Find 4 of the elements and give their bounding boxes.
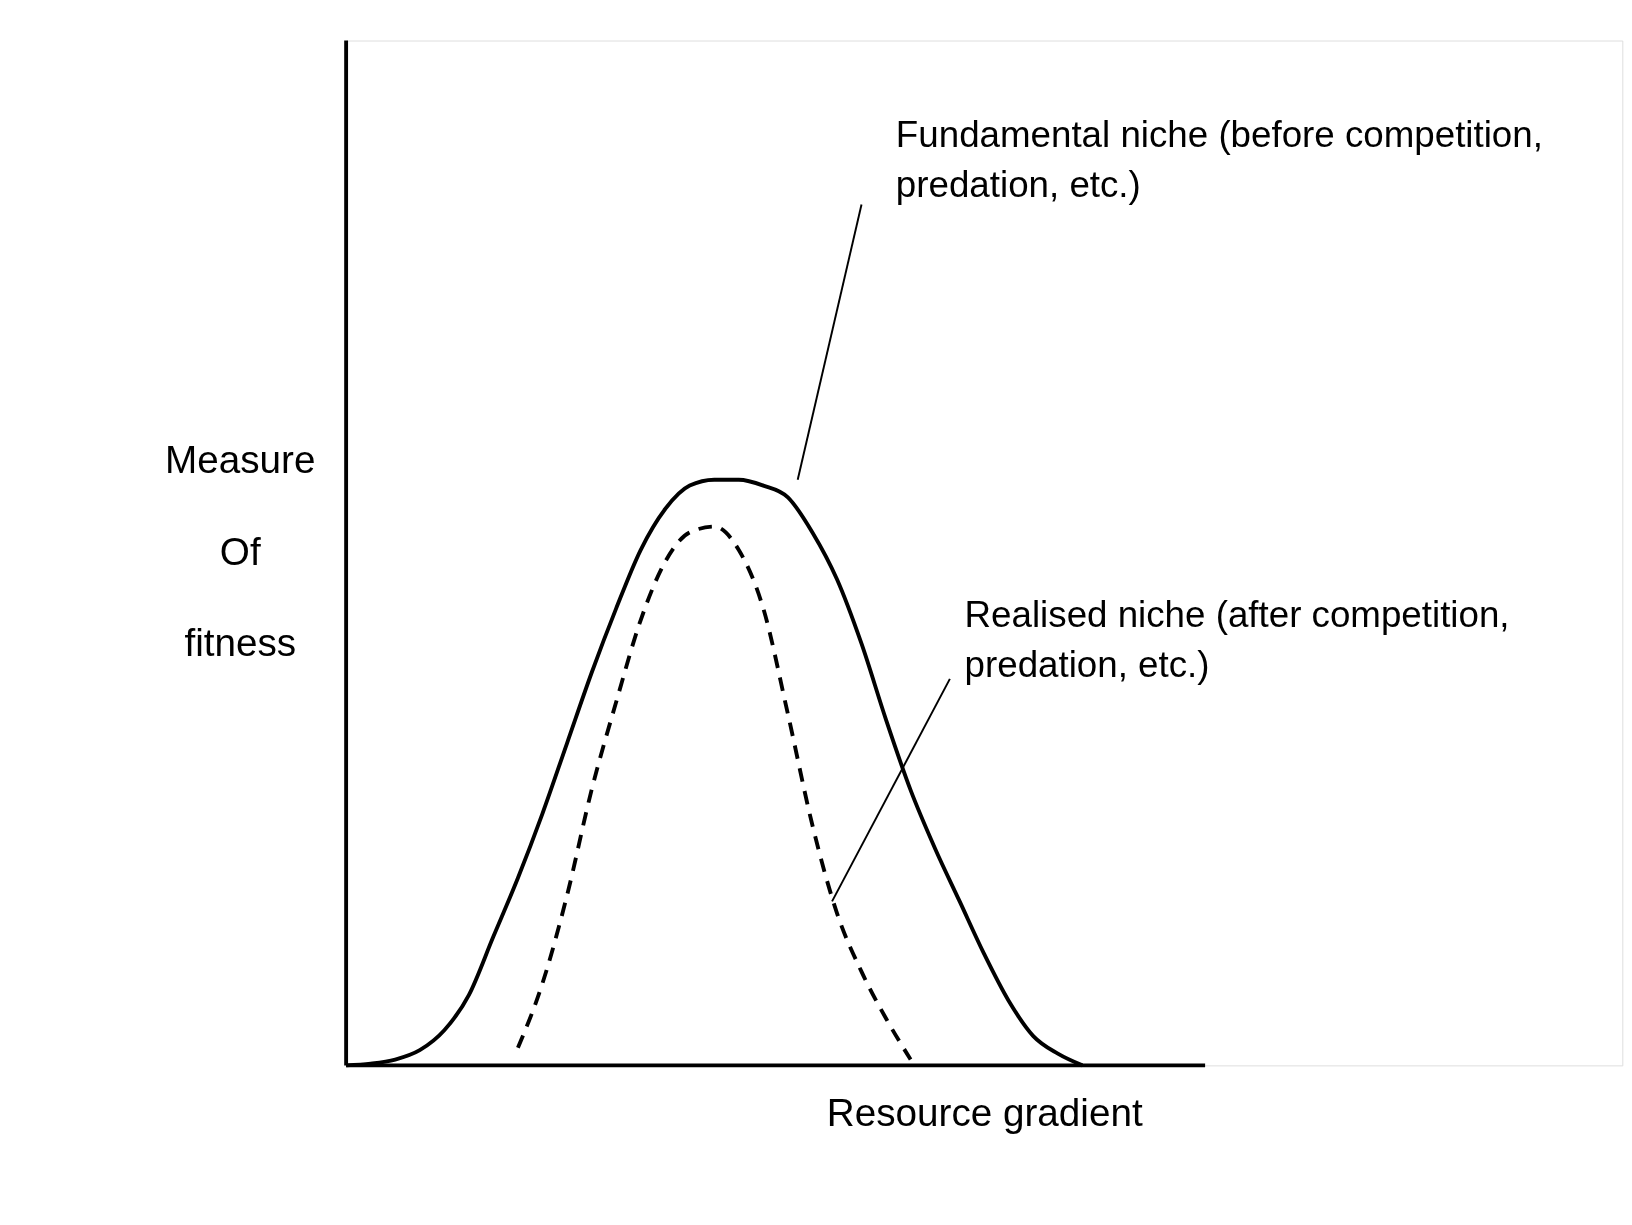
annotation: Realised niche (after competition, predation, etc.) xyxy=(964,593,1510,686)
text: Fundamental niche (before competition, predation, etc.) xyxy=(895,113,1543,205)
text: Measure Of fitness xyxy=(165,437,316,665)
x-axis-title: Resource gradient xyxy=(826,1090,1143,1134)
